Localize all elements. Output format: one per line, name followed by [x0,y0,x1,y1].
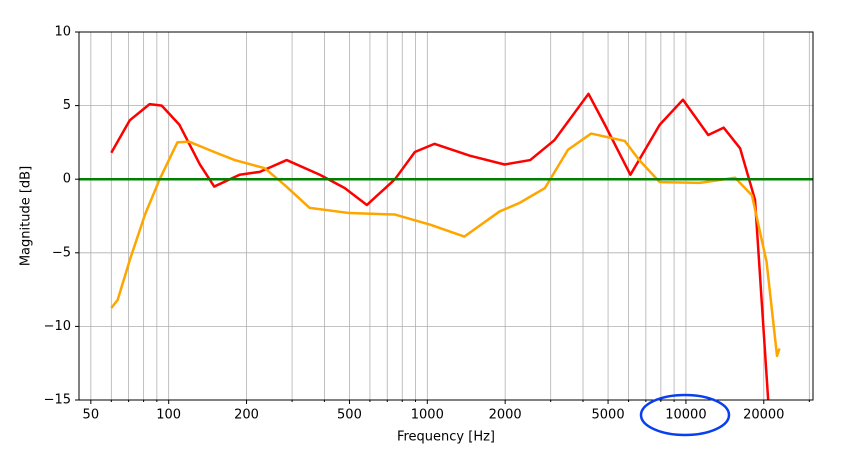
y-tick-label: 5 [63,98,71,113]
y-tick-label: −5 [52,245,71,260]
x-tick-label: 1000 [411,408,444,423]
x-axis-label: Frequency [Hz] [397,430,495,445]
axes-frame [78,31,814,401]
y-tick-label: −15 [44,393,71,408]
x-tick-label: 2000 [489,408,522,423]
plot-area [79,32,813,400]
y-axis-label: Magnitude [dB] [19,166,34,266]
y-tick-label: 10 [54,25,71,40]
series-line [110,132,781,358]
highlight-circle [639,393,731,437]
x-tick-label: 10000 [665,408,706,423]
x-tick-label: 50 [83,408,100,423]
x-tick-label: 20000 [743,408,784,423]
x-tick-label: 100 [156,408,181,423]
x-tick-label: 500 [337,408,362,423]
y-tick-label: 0 [63,172,71,187]
x-tick-label: 200 [234,408,259,423]
series-line [110,92,770,400]
y-tick-label: −10 [44,319,71,334]
x-tick-label: 5000 [592,408,625,423]
